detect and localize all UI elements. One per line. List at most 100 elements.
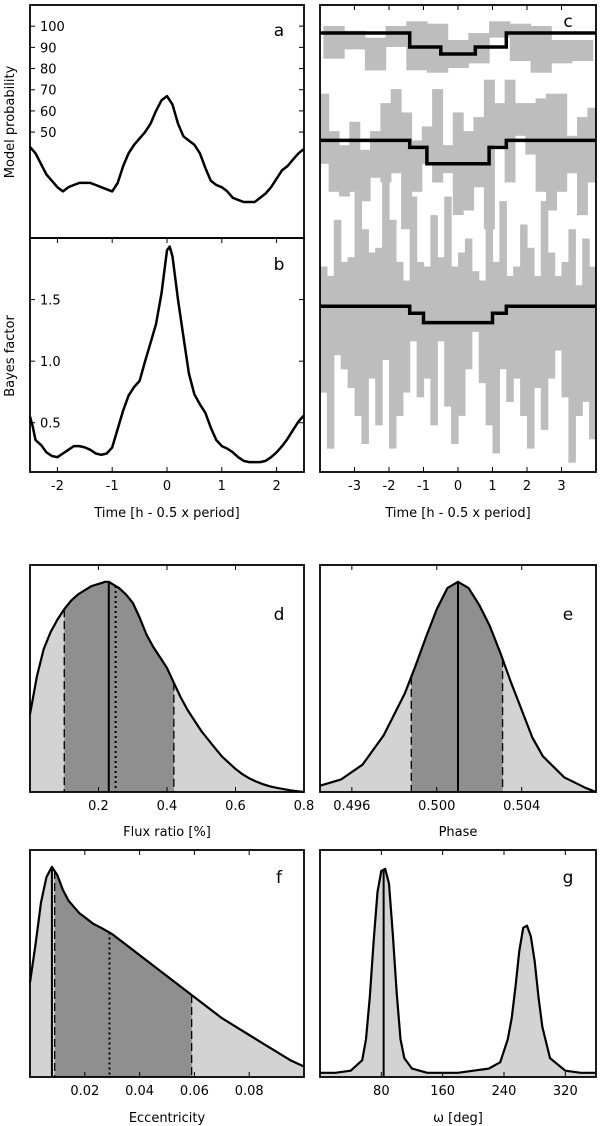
frame-panel-e: [319, 564, 597, 793]
data-bin-middle: [514, 103, 526, 136]
panel-f-xtick-label: 0.02: [70, 1084, 99, 1099]
panel-c: Time [h - 0.5 x period] c -3 -2 -1 0 1 2 3: [319, 4, 597, 521]
a-ytick-label: 100: [40, 20, 65, 35]
data-bin-bottom: [520, 224, 528, 416]
panel-f-xtick-label: 0.08: [235, 1084, 264, 1099]
c-xtick-label: 3: [557, 479, 565, 494]
data-bin-middle: [556, 93, 568, 192]
frame-c: [319, 4, 597, 473]
data-bin-bottom: [368, 252, 376, 379]
b-ytick-label: 1.0: [40, 355, 61, 370]
data-bin-bottom: [444, 196, 452, 407]
panel-label-b: b: [274, 255, 285, 275]
data-bin-bottom: [540, 201, 549, 430]
data-bin-middle: [339, 145, 350, 197]
data-bin-top: [530, 26, 552, 73]
b-xtick-label: 1: [218, 479, 226, 494]
panel-label-e: e: [563, 605, 573, 625]
data-bin-middle: [504, 79, 516, 183]
data-bin-bottom: [547, 252, 556, 379]
data-bin-bottom: [320, 266, 328, 393]
data-bin-top: [344, 30, 366, 50]
data-bin-bottom: [582, 238, 590, 402]
c-xtick-label: -2: [383, 479, 396, 494]
ylabel-a: Model probability: [3, 65, 18, 178]
data-bin-middle: [566, 135, 578, 174]
credible-interval-fill-panel-d: [64, 581, 174, 792]
data-bin-bottom: [354, 191, 362, 416]
panel-b: Bayes factor Time [h - 0.5 x period] b 0…: [3, 237, 305, 521]
data-bin-middle: [411, 140, 423, 192]
panel-d-xtick-label: 0.6: [225, 799, 246, 814]
panel-e-xtick-label: 0.496: [333, 799, 370, 814]
xlabel-c: Time [h - 0.5 x period]: [384, 506, 530, 521]
panel-d-xtick-label: 0.8: [294, 799, 315, 814]
data-bin-bottom: [382, 182, 390, 360]
data-bin-top: [385, 26, 407, 47]
panel-e: Phase e 0.496 0.500 0.504: [319, 564, 597, 840]
ylabel-b: Bayes factor: [3, 315, 18, 397]
b-ytick-label: 1.5: [40, 294, 61, 309]
data-bin-bottom: [361, 229, 369, 444]
frame-panel-g: [319, 849, 597, 1078]
transit-model-middle: [320, 138, 596, 166]
data-bin-bottom: [492, 261, 500, 454]
frame-panel-d: [29, 564, 305, 793]
a-ytick-label: 80: [40, 63, 57, 78]
panel-c-plot: [320, 21, 596, 463]
panel-d-xtick-label: 0.4: [157, 799, 178, 814]
panel-label-d: d: [274, 605, 285, 625]
c-xtick-label: 0: [454, 479, 462, 494]
data-bin-top: [551, 40, 573, 64]
data-bin-bottom: [333, 219, 342, 356]
data-bin-middle: [494, 103, 506, 146]
credible-interval-fill-panel-f: [54, 871, 192, 1077]
data-bin-middle: [473, 117, 485, 188]
data-bin-bottom: [554, 275, 563, 351]
c-xtick-label: 2: [523, 479, 531, 494]
posterior-outline-panel-g: [320, 867, 596, 1074]
data-bin-middle: [535, 98, 547, 192]
posterior-outline-panel-f: [28, 865, 305, 1068]
c-xtick-label: -3: [348, 479, 361, 494]
data-bin-middle: [525, 103, 537, 155]
panel-label-a: a: [274, 21, 284, 41]
panel-g-xtick-label: 320: [553, 1084, 578, 1099]
b-ytick-label: 0.5: [40, 417, 61, 432]
frame-panel-f: [29, 849, 305, 1078]
data-bin-bottom: [527, 247, 535, 449]
panel-f-xtick-label: 0.06: [180, 1084, 209, 1099]
panel-d: Flux ratio [%] d 0.2 0.4 0.6 0.8: [28, 564, 315, 840]
data-bin-bottom: [568, 229, 576, 463]
a-ytick-label: 50: [40, 126, 57, 141]
frame-a: [29, 4, 305, 239]
data-bin-middle: [370, 131, 381, 178]
model-probability-line: [29, 94, 305, 204]
data-bin-middle: [577, 117, 588, 216]
panel-f-xtick-label: 0.04: [125, 1084, 154, 1099]
data-bin-middle: [421, 126, 433, 164]
data-bin-bottom: [485, 215, 494, 426]
xlabel-g: ω [deg]: [433, 1111, 483, 1126]
data-bin-bottom: [416, 261, 425, 398]
panel-label-g: g: [563, 868, 574, 888]
xlabel-e: Phase: [439, 825, 478, 840]
data-bin-top: [323, 26, 345, 59]
data-bin-bottom: [561, 261, 569, 398]
data-bin-bottom: [347, 257, 356, 388]
posterior-outline-panel-d: [28, 580, 305, 794]
data-bin-middle: [546, 93, 557, 211]
frame-b: [29, 237, 305, 473]
data-bin-bottom: [499, 201, 507, 370]
panel-g: ω [deg] g 80 160 240 320: [319, 849, 597, 1126]
data-bin-bottom: [402, 280, 411, 393]
b-xtick-label: -2: [51, 479, 64, 494]
panel-g-xtick-label: 80: [373, 1084, 390, 1099]
data-bin-bottom: [471, 271, 480, 332]
posterior-fill-panel-g: [320, 868, 596, 1077]
data-bin-bottom: [375, 247, 383, 426]
bayes-factor-line: [28, 245, 305, 464]
data-bin-middle: [328, 131, 340, 192]
data-bin-top: [571, 40, 594, 61]
data-bin-bottom: [389, 219, 397, 449]
